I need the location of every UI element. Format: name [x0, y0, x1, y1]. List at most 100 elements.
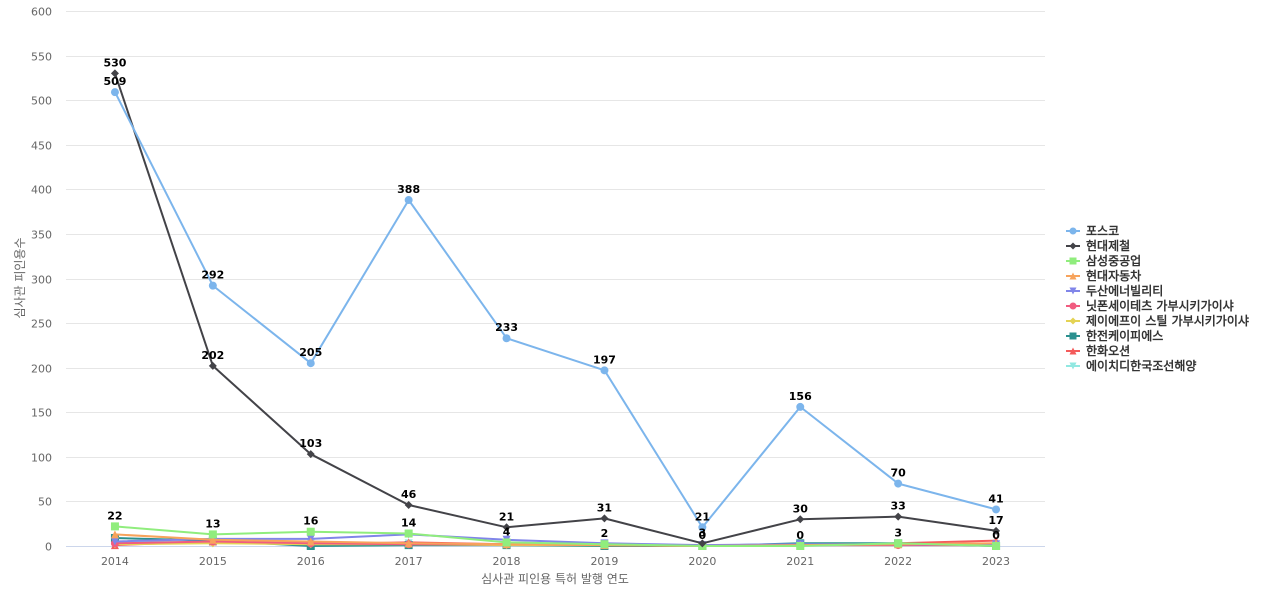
legend-label: 한화오션: [1086, 343, 1130, 358]
legend-symbol: [1069, 242, 1077, 250]
y-axis-ticks: 0 50 100 150 200 250 300 350 400 450 500 550 600: [31, 6, 52, 554]
data-point[interactable]: [110, 88, 119, 97]
data-label: 202: [201, 349, 224, 362]
legend-item[interactable]: 포스코: [1066, 224, 1119, 238]
data-point[interactable]: [698, 523, 707, 532]
data-point[interactable]: [306, 537, 315, 546]
data-label: 30: [793, 502, 809, 515]
y-tick-label: 300: [31, 274, 52, 287]
legend-symbol: [1069, 227, 1077, 235]
data-label: 205: [299, 346, 322, 359]
data-point[interactable]: [306, 450, 315, 459]
legend-item[interactable]: 한화오션: [1066, 343, 1130, 358]
data-point[interactable]: [698, 539, 707, 548]
data-point[interactable]: [110, 522, 119, 531]
data-point[interactable]: [404, 539, 413, 548]
data-point[interactable]: [502, 538, 511, 547]
legend-item[interactable]: 현대자동차: [1066, 268, 1141, 283]
legend-label: 삼성중공업: [1086, 253, 1141, 268]
legend-item[interactable]: 삼성중공업: [1066, 253, 1141, 268]
data-point[interactable]: [404, 500, 413, 509]
data-point[interactable]: [796, 542, 805, 550]
legend-symbol: [1069, 287, 1077, 295]
legend-item[interactable]: 현대제철: [1066, 238, 1130, 253]
data-point[interactable]: [110, 530, 119, 539]
data-label: 4: [503, 525, 511, 538]
data-point[interactable]: [894, 479, 903, 488]
data-point[interactable]: [600, 366, 609, 375]
data-label: 41: [988, 492, 1003, 505]
legend-item[interactable]: 닛폰세이테츠 가부시키가이샤: [1066, 298, 1234, 313]
legend-symbol: [1069, 332, 1077, 340]
data-point[interactable]: [894, 539, 903, 548]
data-point[interactable]: [208, 535, 217, 544]
y-tick-label: 500: [31, 95, 52, 108]
legend-symbol: [1069, 362, 1077, 370]
data-label: 2: [601, 527, 609, 540]
data-point[interactable]: [502, 334, 511, 343]
y-tick-label: 600: [31, 6, 52, 19]
grid-lines: [66, 11, 1045, 547]
legend-symbol: [1069, 347, 1077, 355]
legend-item[interactable]: 제이에프이 스틸 가부시키가이샤: [1066, 313, 1249, 328]
data-point[interactable]: [110, 537, 119, 546]
data-point[interactable]: [600, 540, 609, 549]
legend-item[interactable]: 한전케이피에스: [1066, 328, 1163, 343]
legend-label: 한전케이피에스: [1086, 328, 1163, 343]
series-1[interactable]: [110, 88, 1001, 532]
legend-label: 현대제철: [1086, 238, 1130, 253]
data-point[interactable]: [894, 512, 903, 521]
legend-item[interactable]: 두산에너빌리티: [1066, 283, 1163, 298]
series-3[interactable]: [110, 522, 1001, 550]
data-point[interactable]: [502, 523, 511, 532]
x-tick-label: 2014: [101, 555, 129, 568]
x-tick-label: 2022: [884, 555, 912, 568]
data-point[interactable]: [796, 515, 805, 524]
data-point[interactable]: [208, 361, 217, 370]
data-label: 46: [401, 488, 417, 501]
data-point[interactable]: [306, 359, 315, 368]
data-label: 16: [303, 515, 319, 528]
x-tick-label: 2021: [786, 555, 814, 568]
data-label: 3: [699, 526, 707, 539]
y-axis-title: 심사관 피인용수: [13, 237, 27, 318]
data-label: 509: [103, 75, 126, 88]
legend-label: 현대자동차: [1086, 268, 1141, 283]
y-tick-label: 100: [31, 452, 52, 465]
data-point[interactable]: [796, 402, 805, 411]
data-point[interactable]: [404, 529, 413, 538]
legend-label: 제이에프이 스틸 가부시키가이샤: [1086, 313, 1249, 328]
x-axis-title: 심사관 피인용 특허 발행 연도: [481, 571, 629, 586]
series-line: [114, 73, 997, 545]
y-tick-label: 400: [31, 184, 52, 197]
data-label: 0: [992, 529, 1000, 542]
data-point[interactable]: [208, 530, 217, 539]
y-tick-label: 200: [31, 363, 52, 376]
data-point[interactable]: [110, 69, 119, 78]
data-label: 14: [401, 517, 417, 530]
x-tick-label: 2015: [199, 555, 227, 568]
data-point[interactable]: [992, 542, 1001, 550]
data-point[interactable]: [306, 527, 315, 536]
data-label: 33: [890, 500, 905, 513]
data-label: 70: [890, 467, 906, 480]
x-tick-label: 2020: [688, 555, 716, 568]
data-point[interactable]: [992, 505, 1001, 514]
data-label: 31: [597, 501, 612, 514]
data-point[interactable]: [404, 196, 413, 205]
data-label: 0: [699, 529, 707, 542]
legend-label: 에이치디한국조선해양: [1086, 358, 1196, 373]
data-label: 292: [201, 269, 224, 282]
y-tick-label: 350: [31, 229, 52, 242]
data-point[interactable]: [992, 526, 1001, 535]
series-line: [114, 91, 997, 529]
x-tick-label: 2019: [590, 555, 618, 568]
x-tick-label: 2016: [297, 555, 325, 568]
data-point[interactable]: [600, 514, 609, 523]
data-point[interactable]: [208, 281, 217, 290]
series-2[interactable]: [110, 69, 1001, 548]
legend-item[interactable]: 에이치디한국조선해양: [1066, 358, 1196, 373]
legend-label: 두산에너빌리티: [1086, 283, 1163, 298]
